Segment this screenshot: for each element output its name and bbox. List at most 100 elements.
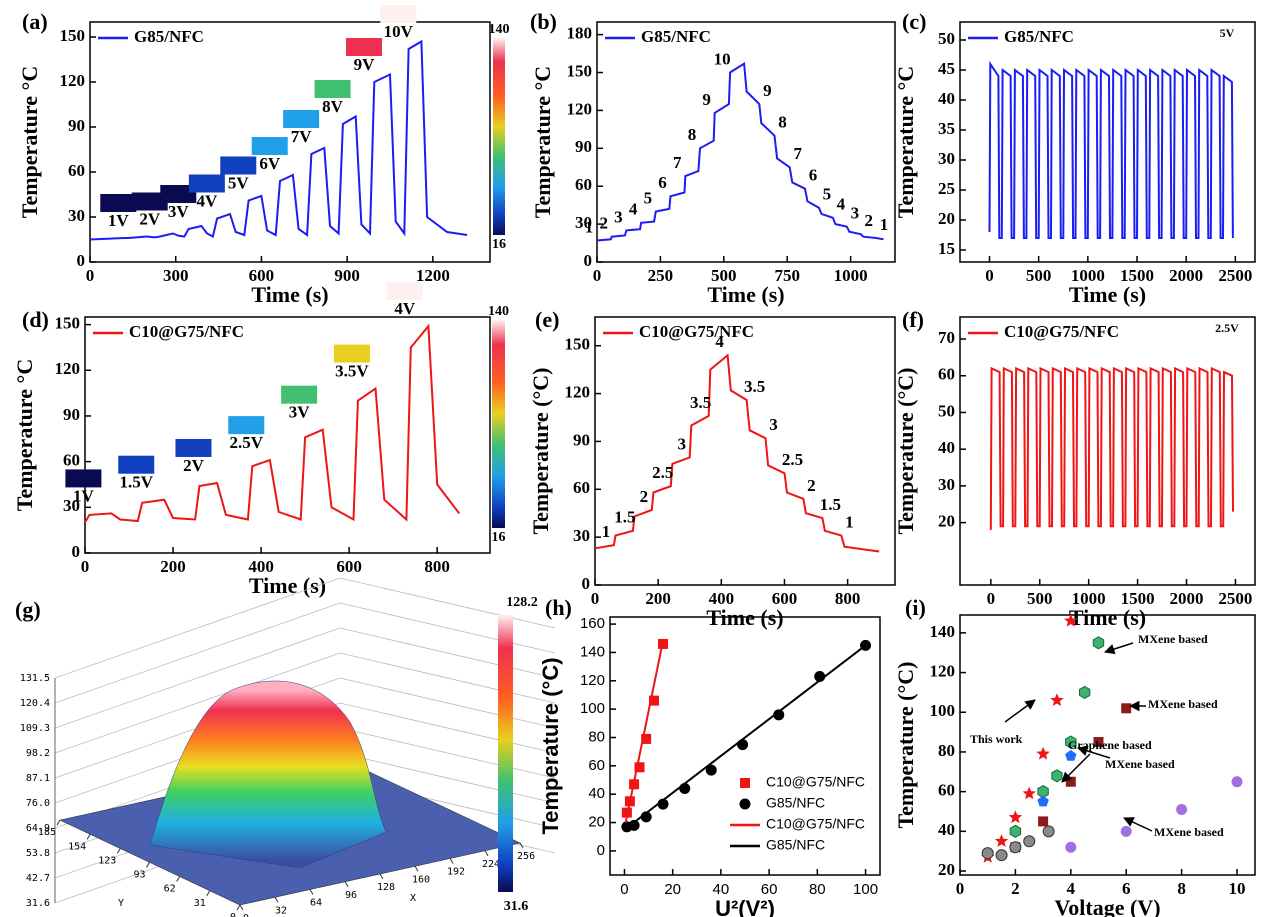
y-tick-label: 20: [938, 209, 955, 228]
thermal-image: [283, 110, 320, 128]
y-tick-label: 50: [938, 401, 955, 420]
heat-surface: [149, 680, 387, 869]
point: [1036, 746, 1050, 760]
y-tick-label: 30: [938, 149, 955, 168]
plot-frame: [959, 316, 1256, 586]
series-line: [84, 323, 460, 524]
annotation: 6: [809, 166, 818, 185]
annotation: 5V: [1220, 26, 1235, 40]
annotation: 3.5: [744, 377, 765, 396]
x-tick-label: 2000: [1170, 589, 1204, 608]
arrow: [1123, 817, 1153, 832]
panel-label: (d): [22, 307, 49, 332]
y-tick: [56, 819, 61, 826]
y-tick-label: 150: [60, 26, 86, 45]
plot-frame: [596, 21, 896, 263]
thermal-image: [333, 344, 370, 363]
x-tick-label: 80: [809, 881, 826, 898]
annotation: 4: [715, 332, 724, 351]
y-tick-label: 30: [575, 213, 592, 232]
y-tick-label: 90: [63, 405, 80, 424]
series-line: [624, 640, 664, 823]
x-tick-label: 600: [249, 266, 275, 285]
point: [1121, 703, 1132, 714]
point: [1092, 636, 1105, 650]
y-tick-label: 120: [930, 661, 956, 680]
legend-label: G85/NFC: [766, 795, 825, 811]
annotation: 2: [865, 211, 874, 230]
x-tick-label: 160: [412, 874, 430, 885]
y-tick-label: 180: [567, 24, 593, 43]
colorbar: [498, 615, 513, 892]
annotation: 2.5: [782, 450, 803, 469]
z-tick-label: 131.5: [20, 673, 50, 684]
x-tick-label: 10: [1228, 879, 1245, 898]
annotation: 2.5: [652, 463, 673, 482]
panel-label: (f): [902, 307, 924, 332]
series-line: [594, 353, 880, 553]
y-tick-label: 0: [584, 251, 593, 270]
annotation: 1V: [108, 211, 130, 230]
x-tick-label: 400: [709, 589, 735, 608]
grid-line: [54, 602, 556, 704]
annotation: 2.5V: [230, 433, 264, 452]
y-tick-label: 0: [582, 574, 591, 593]
arrow: [1004, 699, 1036, 723]
panel-label: (h): [545, 595, 572, 620]
x-tick-label: 800: [835, 589, 861, 608]
y-tick: [206, 890, 211, 897]
x-tick: [484, 850, 489, 857]
point: [995, 849, 1008, 862]
y-tick-label: 20: [938, 511, 955, 530]
arrow: [1076, 745, 1111, 759]
thermal-image: [220, 156, 257, 175]
z-tick-label: 31.6: [26, 898, 50, 909]
x-tick-label: 0: [593, 266, 602, 285]
y-tick-label: 70: [938, 328, 955, 347]
x-tick-label: 750: [774, 266, 800, 285]
annotation: 1: [602, 522, 611, 541]
y-tick-label: 30: [938, 475, 955, 494]
y-tick-label: 154: [68, 841, 86, 852]
annotation: 8: [778, 113, 787, 132]
x-tick-label: 192: [447, 867, 465, 878]
x-tick-label: 0: [985, 266, 994, 285]
legend-swatch: [740, 778, 750, 788]
annotation: 9V: [354, 55, 376, 74]
y-tick-label: 90: [575, 137, 592, 156]
x-tick-label: 1200: [416, 266, 450, 285]
x-tick: [379, 873, 384, 880]
y-tick: [86, 834, 91, 840]
legend-label: C10@G75/NFC: [639, 322, 754, 341]
x-tick-label: 20: [664, 881, 681, 898]
x-axis-label: Voltage (V): [1054, 895, 1160, 917]
y-tick-label: 150: [567, 61, 593, 80]
y-tick-label: 40: [588, 785, 605, 802]
thermal-image: [228, 416, 265, 435]
x-tick: [239, 904, 244, 911]
y-tick-label: 60: [573, 478, 590, 497]
point: [1009, 841, 1022, 854]
x-tick-label: 2500: [1218, 589, 1252, 608]
x-tick-label: 2: [1011, 879, 1020, 898]
x-tick-label: 1000: [834, 266, 868, 285]
thermal-image: [175, 438, 212, 457]
annotation: 7V: [291, 127, 313, 146]
y-axis-label: Temperature °C: [893, 66, 918, 218]
thermal-image: [100, 194, 137, 212]
plot-frame: [594, 316, 896, 586]
x-tick-label: 0: [956, 879, 965, 898]
point: [1231, 776, 1243, 788]
thermal-image: [118, 455, 155, 474]
point: [628, 819, 640, 831]
annotation: 5: [644, 188, 653, 207]
x-axis-label: U²(V²): [715, 896, 775, 917]
x-axis-label: Time (s): [1069, 282, 1146, 307]
point: [1042, 825, 1055, 838]
y-axis-label: Temperature °C: [530, 66, 555, 218]
y-tick-label: 80: [588, 728, 605, 745]
annotation: 4V: [196, 191, 218, 210]
z-tick-label: 53.8: [26, 848, 50, 859]
x-tick: [309, 889, 314, 895]
y-tick-label: 60: [575, 175, 592, 194]
